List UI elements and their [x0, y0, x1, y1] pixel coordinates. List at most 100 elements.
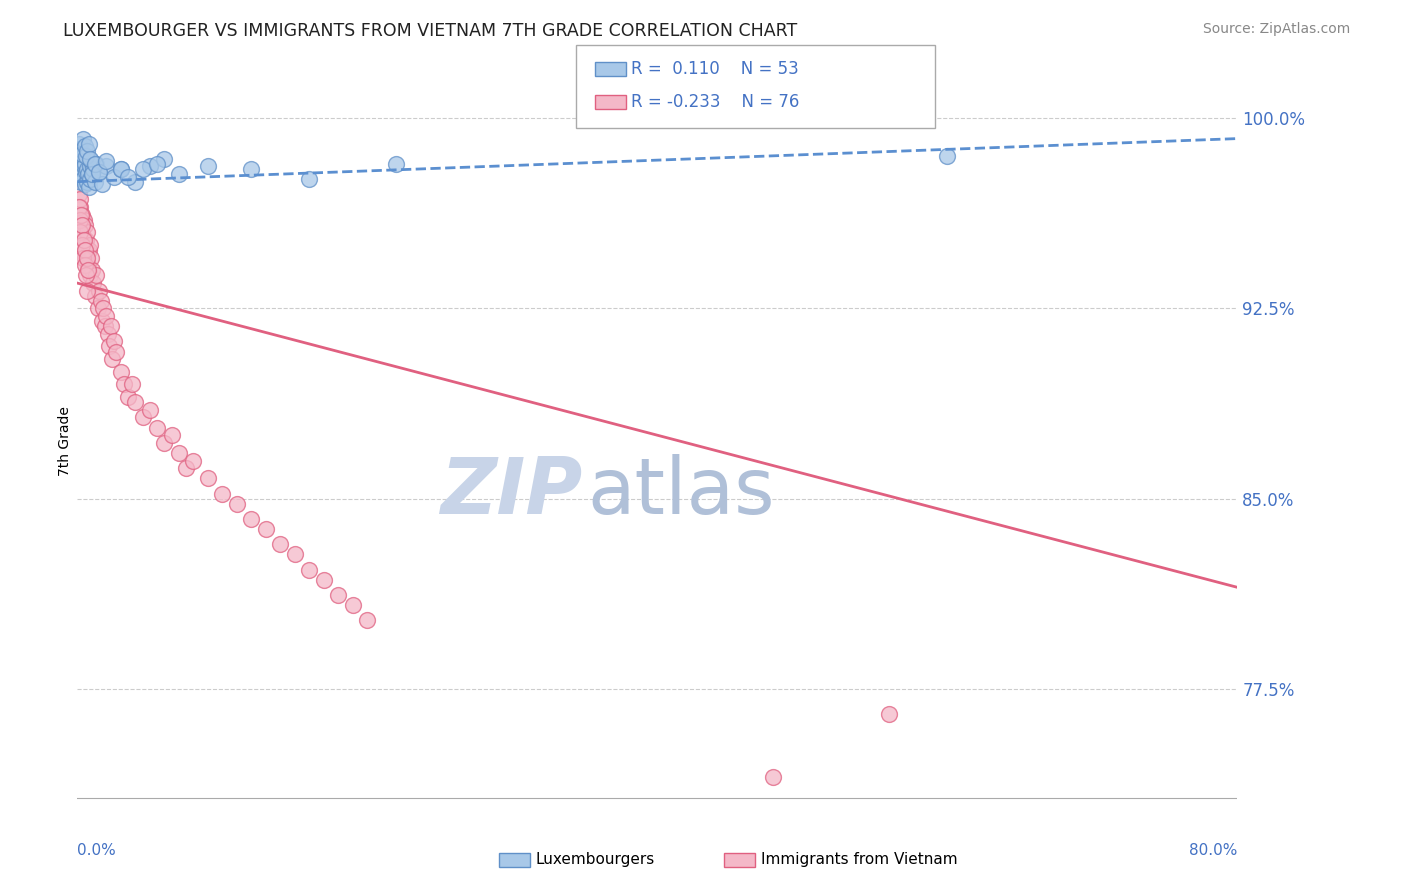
Point	[197, 471, 219, 485]
Point	[197, 160, 219, 174]
Text: Luxembourgers: Luxembourgers	[536, 853, 655, 867]
Point	[96, 309, 118, 323]
Point	[77, 136, 100, 151]
Point	[70, 161, 93, 176]
Point	[139, 402, 162, 417]
Point	[75, 164, 97, 178]
Point	[73, 251, 96, 265]
Point	[79, 152, 101, 166]
Point	[124, 175, 146, 189]
Point	[72, 154, 94, 169]
Point	[69, 142, 91, 156]
Text: R = -0.233    N = 76: R = -0.233 N = 76	[631, 93, 800, 111]
Point	[103, 334, 125, 349]
Point	[82, 161, 104, 176]
Point	[67, 200, 90, 214]
Point	[69, 149, 91, 163]
Point	[73, 212, 96, 227]
Point	[328, 588, 350, 602]
Point	[72, 172, 94, 186]
Point	[86, 301, 108, 316]
Point	[79, 238, 101, 252]
Point	[72, 226, 94, 240]
Text: LUXEMBOURGER VS IMMIGRANTS FROM VIETNAM 7TH GRADE CORRELATION CHART: LUXEMBOURGER VS IMMIGRANTS FROM VIETNAM …	[63, 22, 797, 40]
Point	[117, 390, 139, 404]
Point	[105, 344, 128, 359]
Point	[73, 233, 96, 247]
Point	[131, 410, 153, 425]
Point	[240, 161, 263, 176]
Point	[72, 131, 94, 145]
Point	[240, 512, 263, 526]
Point	[110, 365, 132, 379]
Point	[100, 319, 122, 334]
Point	[83, 157, 105, 171]
Point	[298, 172, 321, 186]
Point	[72, 251, 94, 265]
Point	[76, 145, 98, 159]
Point	[76, 284, 98, 298]
Point	[76, 161, 98, 176]
Point	[84, 268, 107, 283]
Point	[87, 164, 110, 178]
Point	[72, 238, 94, 252]
Point	[98, 339, 121, 353]
Point	[70, 175, 93, 189]
Point	[93, 301, 115, 316]
Point	[67, 136, 90, 151]
Point	[79, 172, 101, 186]
Y-axis label: 7th Grade: 7th Grade	[58, 407, 72, 476]
Point	[153, 152, 176, 166]
Point	[269, 537, 291, 551]
Text: 0.0%: 0.0%	[77, 843, 117, 857]
Point	[94, 319, 117, 334]
Point	[72, 238, 94, 252]
Text: atlas: atlas	[588, 454, 775, 530]
Point	[77, 179, 100, 194]
Point	[87, 164, 110, 178]
Point	[76, 226, 98, 240]
Point	[83, 289, 105, 303]
Point	[80, 167, 103, 181]
Point	[75, 149, 97, 163]
Point	[73, 139, 96, 153]
Point	[342, 598, 364, 612]
Text: R =  0.110    N = 53: R = 0.110 N = 53	[631, 60, 799, 78]
Point	[96, 160, 118, 174]
Point	[936, 149, 959, 163]
Point	[69, 226, 91, 240]
Point	[110, 161, 132, 176]
Point	[80, 263, 103, 277]
Point	[87, 284, 110, 298]
Point	[70, 208, 93, 222]
Point	[117, 169, 139, 184]
Point	[167, 167, 190, 181]
Point	[76, 175, 98, 189]
Point	[70, 146, 93, 161]
Point	[131, 161, 153, 176]
Point	[67, 157, 90, 171]
Point	[90, 293, 111, 308]
Point	[80, 154, 103, 169]
Point	[96, 154, 118, 169]
Point	[70, 218, 93, 232]
Text: Source: ZipAtlas.com: Source: ZipAtlas.com	[1202, 22, 1350, 37]
Point	[124, 395, 146, 409]
Point	[82, 276, 104, 290]
Point	[146, 157, 169, 171]
Point	[167, 446, 190, 460]
Point	[146, 420, 169, 434]
Point	[284, 547, 307, 561]
Point	[73, 160, 96, 174]
Text: 80.0%: 80.0%	[1189, 843, 1237, 857]
Point	[153, 435, 176, 450]
Point	[75, 218, 97, 232]
Point	[73, 178, 96, 192]
Point	[80, 251, 103, 265]
Point	[76, 243, 98, 257]
Point	[91, 314, 114, 328]
Point	[79, 268, 101, 283]
Point	[160, 428, 183, 442]
Point	[75, 157, 97, 171]
Point	[77, 243, 100, 257]
